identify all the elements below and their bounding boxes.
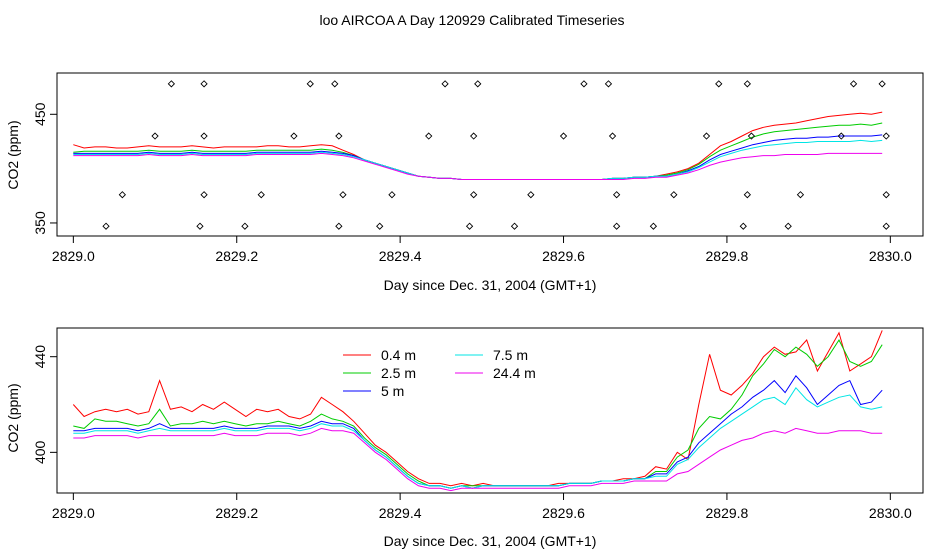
flag-marker (200, 191, 208, 199)
flag-marker (388, 191, 396, 199)
upper-x-tick-label: 2829.6 (542, 248, 585, 264)
flag-marker (102, 222, 110, 230)
flag-marker (441, 80, 449, 88)
lower-x-axis-label: Day since Dec. 31, 2004 (GMT+1) (384, 533, 597, 549)
flag-marker (559, 132, 568, 140)
lower-plot-area (72, 330, 883, 492)
flag-marker (580, 80, 588, 88)
flag-marker (670, 191, 678, 199)
lower-legend: 0.4 m 2.5 m 5 m 7.5 m 24.4 m (343, 347, 536, 399)
upper-series-line-2 (73, 134, 883, 180)
flag-marker (849, 80, 858, 88)
upper-x-tick-label: 2829.0 (52, 248, 95, 264)
lower-x-axis: 2829.0 2829.2 2829.4 2829.6 2829.8 2830.0 (52, 493, 912, 521)
flag-marker (882, 191, 890, 199)
flag-marker (743, 80, 751, 88)
flag-marker (257, 191, 265, 199)
flag-marker (196, 222, 204, 230)
lower-chart-panel: 2829.0 2829.2 2829.4 2829.6 2829.8 2830.0 400… (5, 327, 924, 549)
flag-marker (470, 191, 478, 199)
lower-plot-frame (56, 327, 924, 494)
flag-marker (306, 80, 314, 88)
upper-x-tick-label: 2829.4 (379, 248, 422, 264)
lower-series-line-3 (73, 386, 883, 489)
legend-label: 2.5 m (381, 365, 416, 381)
flag-marker (200, 80, 208, 88)
flag-marker (335, 132, 343, 140)
flag-marker (882, 132, 890, 140)
flag-marker (290, 132, 298, 140)
flag-marker (784, 222, 792, 230)
flag-marker (715, 80, 723, 88)
flag-marker (882, 222, 890, 230)
lower-series-line-1 (73, 338, 883, 489)
flag-marker (739, 222, 747, 230)
upper-series-line-1 (73, 122, 883, 180)
flag-marker (649, 222, 658, 230)
upper-x-tick-label: 2829.8 (706, 248, 749, 264)
upper-x-axis-label: Day since Dec. 31, 2004 (GMT+1) (384, 277, 597, 293)
legend-label: 5 m (381, 383, 404, 399)
flag-marker (702, 132, 711, 140)
flag-marker (747, 132, 756, 140)
flag-marker (331, 80, 339, 88)
lower-x-tick-label: 2829.2 (215, 505, 258, 521)
upper-chart-panel: 2829.0 2829.2 2829.4 2829.6 2829.8 2830.0 350… (5, 72, 924, 293)
legend-label: 7.5 m (493, 347, 528, 363)
lower-x-tick-label: 2829.6 (542, 505, 585, 521)
upper-series-line-4 (73, 152, 883, 180)
flag-marker (470, 132, 478, 140)
upper-x-tick-label: 2829.2 (215, 248, 258, 264)
flag-marker (339, 191, 347, 199)
lower-series-line-4 (73, 427, 883, 492)
figure-title: loo AIRCOA A Day 120929 Calibrated Times… (319, 12, 624, 28)
flag-marker (335, 222, 343, 230)
flag-marker (425, 132, 433, 140)
flag-marker (837, 132, 845, 140)
flag-marker (608, 132, 617, 140)
flag-marker (167, 80, 176, 88)
flag-marker (241, 222, 249, 230)
flag-marker (878, 80, 886, 88)
flag-marker (474, 80, 482, 88)
flag-marker (151, 132, 159, 140)
flag-marker (604, 80, 613, 88)
upper-series-line-0 (73, 111, 883, 180)
flag-marker (465, 222, 474, 230)
lower-x-tick-label: 2829.0 (52, 505, 95, 521)
upper-y-tick-label: 350 (32, 211, 48, 235)
upper-y-axis: 350 450 (32, 102, 57, 235)
lower-x-tick-label: 2830.0 (869, 505, 912, 521)
upper-plot-frame (56, 72, 924, 237)
upper-y-tick-label: 450 (32, 102, 48, 126)
legend-label: 0.4 m (381, 347, 416, 363)
lower-y-tick-label: 400 (32, 440, 48, 464)
lower-y-axis-label: CO2 (ppm) (5, 383, 21, 452)
upper-x-axis: 2829.0 2829.2 2829.4 2829.6 2829.8 2830.0 (52, 236, 912, 264)
lower-series-line-0 (72, 330, 883, 487)
flag-marker (743, 191, 751, 199)
flag-marker (510, 222, 519, 230)
upper-y-axis-label: CO2 (ppm) (5, 120, 21, 189)
lower-series-line-2 (73, 374, 883, 489)
flag-marker (118, 191, 126, 199)
lower-y-tick-label: 440 (32, 345, 48, 369)
flag-marker (200, 132, 208, 140)
legend-label: 24.4 m (493, 365, 536, 381)
flag-marker (376, 222, 384, 230)
upper-plot-area (73, 80, 890, 230)
flag-marker (796, 191, 805, 199)
lower-x-tick-label: 2829.4 (379, 505, 422, 521)
flag-marker (527, 191, 535, 199)
upper-x-tick-label: 2830.0 (869, 248, 912, 264)
lower-x-tick-label: 2829.8 (706, 505, 749, 521)
lower-y-axis: 400 440 (32, 345, 57, 464)
flag-marker (612, 191, 621, 199)
flag-marker (612, 222, 621, 230)
